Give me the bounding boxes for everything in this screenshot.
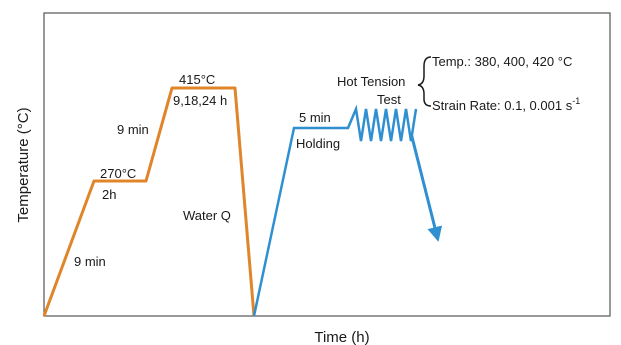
- ramp2-time-label: 9 min: [117, 122, 149, 137]
- cooling-arrow: [409, 132, 443, 242]
- quench-label: Water Q: [183, 208, 231, 223]
- spec-brace: [417, 56, 432, 107]
- hold1-temp-label: 270°C: [100, 166, 136, 181]
- y-axis-label: Temperature (°C): [15, 107, 32, 222]
- hold2-temp-label: 415°C: [179, 72, 215, 87]
- holding-label: Holding: [296, 136, 340, 151]
- plot-frame: [43, 12, 611, 317]
- hold2-time-label: 9,18,24 h: [173, 93, 227, 108]
- hold-time-label: 5 min: [299, 110, 331, 125]
- temp-spec-label: Temp.: 380, 400, 420 °C: [432, 54, 572, 69]
- hot-tension-title: Hot Tension: [337, 74, 405, 89]
- hot-tension-curve: [252, 104, 418, 317]
- strain-rate-exponent: -1: [572, 96, 580, 106]
- strain-rate-text: Strain Rate: 0.1, 0.001 s: [432, 98, 573, 113]
- x-axis-label: Time (h): [314, 329, 369, 345]
- heat-treatment-curve: [42, 86, 256, 317]
- test-title: Test: [377, 92, 401, 107]
- ramp1-time-label: 9 min: [74, 254, 106, 269]
- strain-rate-label: Strain Rate: 0.1, 0.001 s-1: [432, 96, 580, 113]
- hold1-time-label: 2h: [102, 187, 116, 202]
